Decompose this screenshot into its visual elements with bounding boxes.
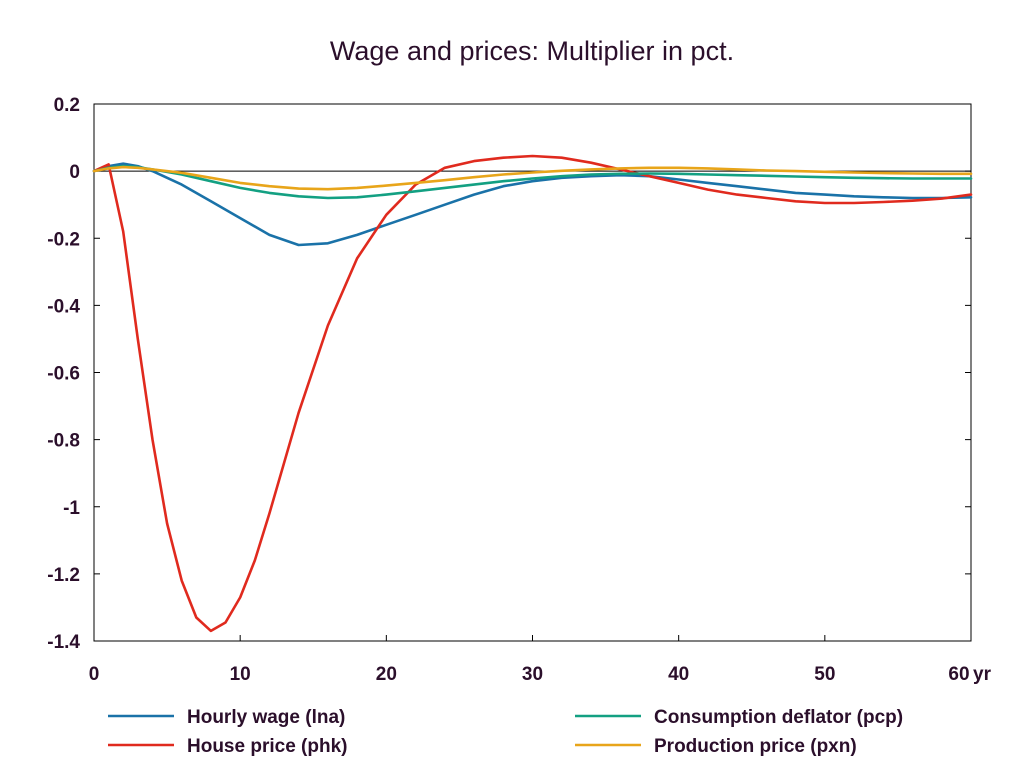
y-tick-label: -0.6 [47, 364, 80, 385]
series-line [92, 162, 973, 247]
series-line [92, 165, 973, 191]
chart-title: Wage and prices: Multiplier in pct. [330, 36, 734, 66]
y-tick-label: -1.4 [47, 632, 80, 653]
x-tick-label: 20 [376, 664, 397, 685]
y-tick-label: -1.2 [47, 565, 80, 586]
x-tick-label: 0 [89, 664, 100, 685]
legend: Hourly wage (lna) House price (phk) Consum… [108, 707, 903, 757]
legend-label: Consumption deflator (pcp) [654, 707, 903, 728]
x-tick-label: 40 [668, 664, 689, 685]
x-tick-label: 30 [522, 664, 543, 685]
legend-label: House price (phk) [187, 736, 347, 757]
legend-label: Hourly wage (lna) [187, 707, 345, 728]
legend-label: Production price (pxn) [654, 736, 857, 757]
y-tick-label: -0.4 [47, 296, 80, 317]
series-line [92, 164, 973, 200]
y-tick-label: 0 [69, 162, 80, 183]
series-layer [92, 154, 973, 633]
series-line [92, 154, 973, 633]
y-tick-label: -1 [63, 498, 80, 519]
x-tick-label: 50 [814, 664, 835, 685]
x-tick-label: 10 [230, 664, 251, 685]
axes: 0.2 0 -0.2 -0.4 -0.6 -0.8 -1 -1.2 -1.4 0 10 20 30 40 5… [47, 95, 991, 685]
x-tick-label: 60 [948, 664, 969, 685]
y-tick-label: 0.2 [54, 95, 80, 116]
y-tick-label: -0.2 [47, 229, 80, 250]
y-tick-label: -0.8 [47, 431, 80, 452]
x-axis-unit: yr [973, 664, 992, 685]
